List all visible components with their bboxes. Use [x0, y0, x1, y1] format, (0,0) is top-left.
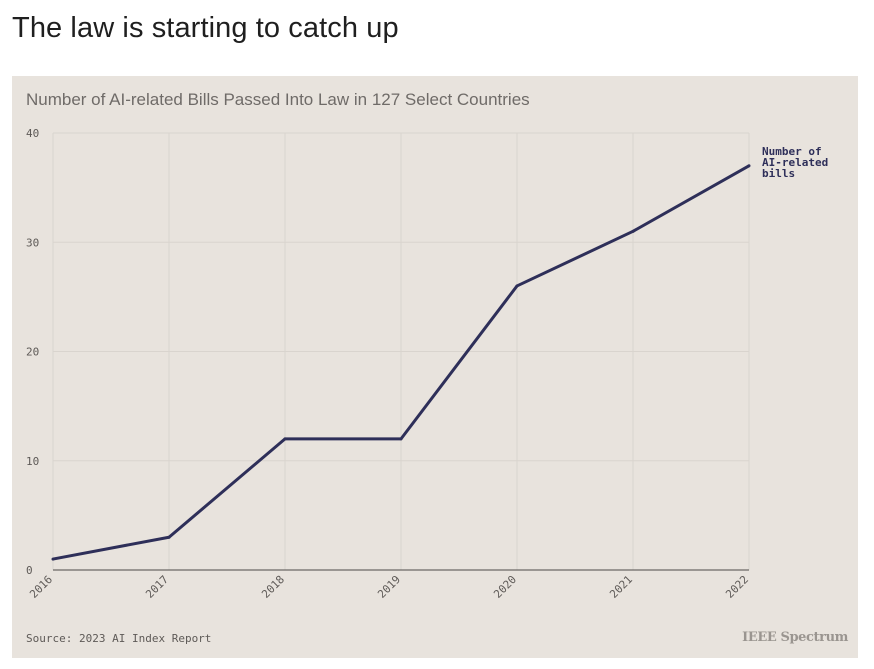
y-tick-label: 30	[26, 236, 39, 249]
x-tick-label: 2016	[27, 573, 55, 601]
chart-card: Number of AI-related Bills Passed Into L…	[12, 76, 858, 658]
x-tick-label: 2021	[607, 573, 635, 601]
series-layer	[51, 164, 751, 561]
source-note: Source: 2023 AI Index Report	[26, 632, 211, 645]
x-tick-label: 2022	[723, 573, 751, 601]
data-point	[747, 164, 751, 168]
chart-title: Number of AI-related Bills Passed Into L…	[26, 90, 530, 109]
y-tick-label: 10	[26, 455, 39, 468]
series-name-label: AI-related	[762, 156, 828, 169]
x-tick-label: 2018	[259, 573, 287, 601]
series-name-label: Number of	[762, 145, 822, 158]
page-title: The law is starting to catch up	[12, 12, 399, 44]
data-point	[515, 284, 519, 288]
gridlines	[52, 132, 750, 570]
series-name-label: bills	[762, 167, 795, 180]
data-point	[399, 437, 403, 441]
y-tick-label: 0	[26, 564, 33, 577]
data-point	[51, 557, 55, 561]
data-point	[167, 535, 171, 539]
x-tick-label: 2020	[491, 573, 519, 601]
brand-logo: IEEE Spectrum	[742, 630, 849, 645]
y-tick-label: 40	[26, 127, 39, 140]
x-tick-label: 2019	[375, 573, 403, 601]
axes: 0 10 20 30 40 2016 2017 2018 2019 2020 2021 2022	[26, 127, 751, 601]
data-point	[631, 229, 635, 233]
line-chart: Number of AI-related Bills Passed Into L…	[26, 90, 849, 645]
data-point	[283, 437, 287, 441]
y-tick-label: 20	[26, 346, 39, 359]
x-tick-label: 2017	[143, 573, 171, 601]
